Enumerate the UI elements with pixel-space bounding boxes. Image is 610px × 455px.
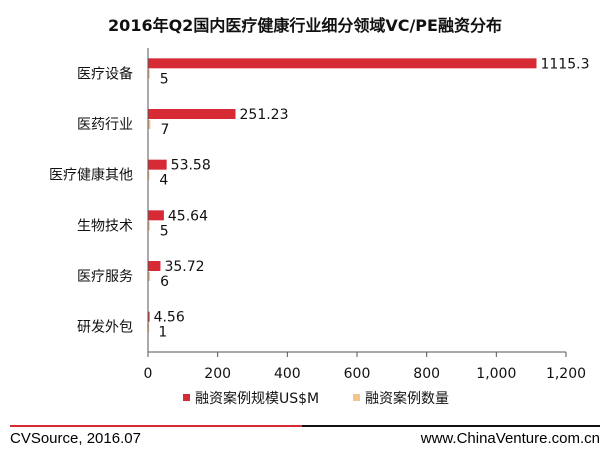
bar-count (148, 120, 151, 129)
data-label-count: 4 (159, 173, 168, 189)
footer-rule-black (302, 425, 600, 427)
data-label-count: 6 (160, 274, 169, 290)
x-tick-label: 1,000 (476, 366, 516, 382)
footer-website: www.ChinaVenture.com.cn (420, 430, 600, 447)
data-label-value: 1115.3 (540, 56, 589, 72)
bar-count (148, 272, 151, 281)
x-tick-label: 400 (274, 366, 301, 382)
x-tick-label: 200 (204, 366, 231, 382)
data-label-count: 7 (160, 122, 169, 138)
bar-value (148, 109, 236, 119)
data-label-value: 53.58 (171, 158, 211, 174)
bar-chart: 2016年Q2国内医疗健康行业细分领域VC/PE融资分布 1115.3 5 251.… (49, 16, 589, 407)
category-label: 医药行业 (77, 117, 133, 133)
bar-value (148, 210, 164, 221)
data-label-value: 4.56 (154, 310, 185, 326)
bar-count (148, 322, 150, 332)
legend-swatch-value (183, 394, 190, 401)
x-tick-label: 800 (413, 366, 440, 382)
legend-label-count: 融资案例数量 (365, 390, 449, 407)
legend-label-value: 融资案例规模US$M (195, 390, 319, 407)
bar-count (148, 170, 150, 180)
category-label: 医疗健康其他 (49, 167, 133, 184)
footer-source: CVSource, 2016.07 (10, 430, 141, 447)
footer-rule-red (10, 425, 302, 427)
legend-swatch-count (353, 394, 360, 401)
x-tick-label: 1,200 (546, 366, 586, 382)
bar-count (148, 221, 150, 231)
data-label-count: 5 (160, 71, 169, 87)
bar-value (148, 159, 167, 170)
data-label-count: 1 (158, 325, 167, 341)
x-tick-label: 0 (144, 366, 153, 382)
category-label: 医疗服务 (77, 269, 133, 285)
category-label: 生物技术 (77, 218, 133, 234)
bar-value (148, 261, 161, 271)
category-label: 医疗设备 (77, 65, 133, 82)
data-label-value: 35.72 (164, 259, 204, 275)
category-label: 研发外包 (77, 320, 133, 336)
data-label-count: 5 (160, 223, 169, 239)
data-label-value: 251.23 (240, 107, 289, 123)
chart-title: 2016年Q2国内医疗健康行业细分领域VC/PE融资分布 (108, 16, 502, 35)
x-tick-label: 600 (344, 366, 371, 382)
data-label-value: 45.64 (168, 208, 208, 224)
bar-value (148, 58, 537, 69)
bar-value (148, 311, 150, 322)
bar-count (148, 69, 150, 79)
